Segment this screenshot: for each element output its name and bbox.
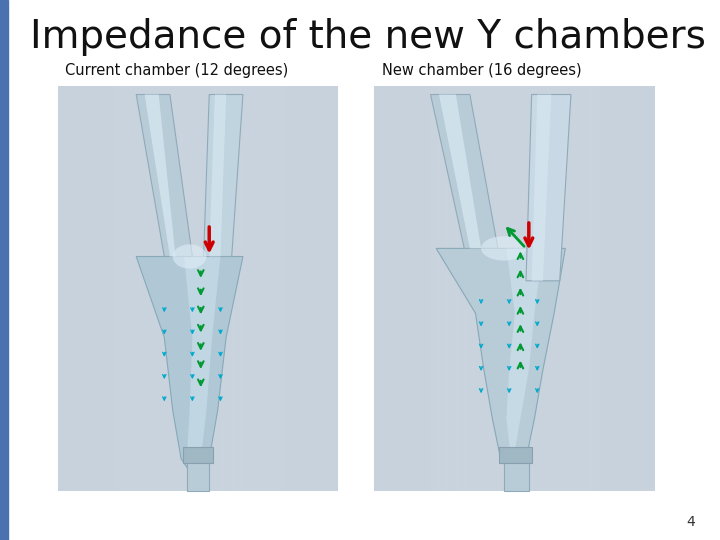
Bar bbox=[189, 86, 198, 491]
Bar bbox=[240, 86, 248, 491]
Ellipse shape bbox=[173, 245, 207, 269]
Bar bbox=[181, 86, 189, 491]
Polygon shape bbox=[136, 256, 243, 475]
Polygon shape bbox=[439, 94, 481, 248]
Polygon shape bbox=[431, 94, 498, 248]
Bar bbox=[248, 86, 257, 491]
Bar bbox=[215, 86, 223, 491]
Bar bbox=[515, 86, 523, 491]
Bar bbox=[473, 86, 481, 491]
Bar bbox=[464, 86, 473, 491]
Bar bbox=[565, 86, 574, 491]
Bar bbox=[274, 86, 282, 491]
Bar bbox=[266, 86, 274, 491]
Bar bbox=[481, 86, 490, 491]
Polygon shape bbox=[436, 248, 565, 475]
Bar bbox=[122, 86, 130, 491]
Bar bbox=[582, 86, 590, 491]
Bar bbox=[549, 86, 557, 491]
Polygon shape bbox=[184, 256, 220, 467]
Bar bbox=[523, 86, 531, 491]
Ellipse shape bbox=[481, 237, 526, 261]
FancyBboxPatch shape bbox=[374, 86, 655, 491]
Bar bbox=[223, 86, 232, 491]
Bar bbox=[490, 86, 498, 491]
Bar bbox=[139, 86, 148, 491]
Bar bbox=[207, 86, 215, 491]
Bar bbox=[447, 86, 456, 491]
Bar bbox=[557, 86, 565, 491]
Bar bbox=[506, 86, 515, 491]
Text: New chamber (16 degrees): New chamber (16 degrees) bbox=[382, 63, 581, 78]
Bar bbox=[540, 86, 549, 491]
Bar bbox=[531, 86, 540, 491]
Polygon shape bbox=[136, 94, 192, 256]
Bar bbox=[114, 86, 122, 491]
Bar bbox=[148, 86, 156, 491]
Bar bbox=[439, 86, 447, 491]
Polygon shape bbox=[526, 94, 571, 281]
Bar bbox=[431, 86, 439, 491]
Bar bbox=[0, 0, 8, 540]
Bar bbox=[498, 86, 506, 491]
Polygon shape bbox=[531, 94, 552, 281]
Text: 4: 4 bbox=[686, 515, 695, 529]
Bar bbox=[183, 447, 213, 463]
Polygon shape bbox=[204, 94, 243, 256]
Text: Current chamber (12 degrees): Current chamber (12 degrees) bbox=[65, 63, 288, 78]
Bar bbox=[130, 86, 139, 491]
Bar bbox=[164, 86, 173, 491]
Bar bbox=[590, 86, 599, 491]
FancyBboxPatch shape bbox=[58, 86, 338, 491]
Text: Impedance of the new Y chambers: Impedance of the new Y chambers bbox=[30, 18, 706, 56]
Polygon shape bbox=[210, 94, 226, 256]
Bar bbox=[186, 459, 210, 491]
Bar bbox=[574, 86, 582, 491]
Bar bbox=[456, 86, 464, 491]
Polygon shape bbox=[506, 248, 543, 467]
Bar bbox=[500, 447, 531, 463]
Bar bbox=[232, 86, 240, 491]
Polygon shape bbox=[145, 94, 176, 256]
Bar bbox=[257, 86, 266, 491]
Bar bbox=[503, 459, 528, 491]
Bar bbox=[173, 86, 181, 491]
Bar bbox=[156, 86, 164, 491]
Bar bbox=[198, 86, 207, 491]
